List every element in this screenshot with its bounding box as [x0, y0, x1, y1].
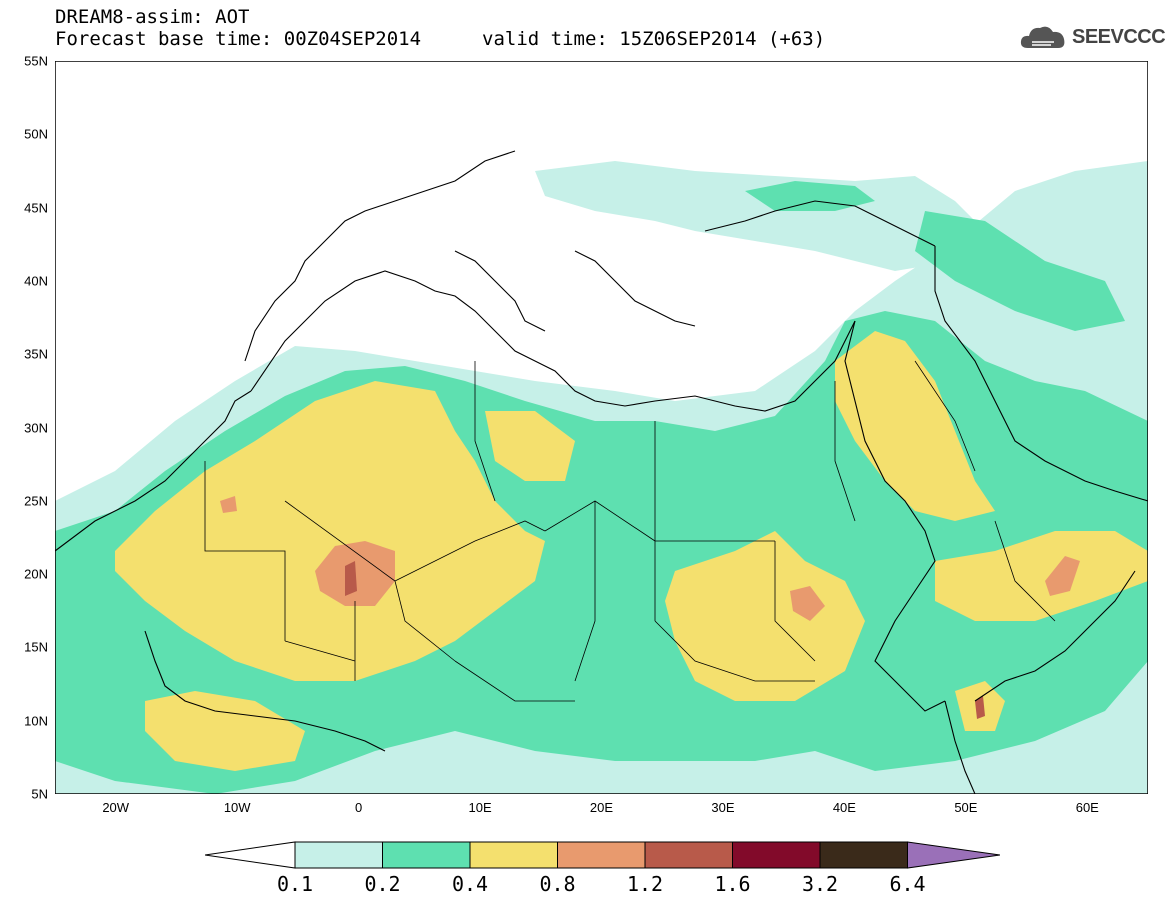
colorbar-label-2: 0.4	[451, 872, 489, 896]
map-title: DREAM8-assim: AOT	[55, 6, 250, 28]
colorbar-low-arrow	[205, 841, 296, 869]
aot-band-0.8-oman	[1045, 556, 1080, 596]
colorbar-swatch-6	[819, 841, 908, 869]
dust-field	[55, 161, 1148, 794]
aot-band-0.4-west	[115, 381, 545, 681]
lat-label-45n: 45N	[24, 200, 48, 216]
aot-band-0.4-south	[145, 691, 305, 771]
lon-label-20e: 20E	[589, 800, 614, 815]
aot-map	[55, 61, 1148, 794]
colorbar-label-5: 1.6	[714, 872, 751, 896]
lon-label-40e: 40E	[832, 800, 856, 815]
borders	[204, 360, 1056, 702]
lon-label-0: 0	[354, 800, 363, 815]
lat-label-40n: 40N	[24, 273, 48, 289]
colorbar-label-0: 0.1	[276, 872, 314, 896]
colorbar-label-3: 0.8	[539, 872, 576, 896]
aot-band-0.8-wsahara	[220, 496, 237, 513]
colorbar-swatch-1	[382, 841, 471, 869]
aot-band-0.2-north	[915, 211, 1125, 331]
aot-band-0.4-central	[485, 411, 575, 481]
aot-band-0.4-oman	[935, 531, 1148, 621]
colorbar-label-4: 1.2	[626, 872, 664, 896]
aot-band-1.2-somalia	[975, 696, 985, 719]
lon-label-20w: 20W	[102, 800, 130, 815]
colorbar-swatch-2	[469, 841, 558, 869]
aot-band-0.8-sudan	[790, 586, 825, 621]
lat-label-25n: 25N	[24, 493, 48, 509]
aot-band-1.2-mali	[345, 561, 357, 596]
lat-label-30n: 30N	[24, 420, 48, 435]
lat-label-35n: 35N	[24, 346, 48, 362]
seevccc-logo: SEEVCCC	[1018, 22, 1165, 52]
forecast-base-time: Forecast base time: 00Z04SEP2014	[55, 28, 422, 50]
coastlines	[55, 150, 1148, 794]
lat-label-15n: 15N	[24, 639, 48, 655]
colorbar-swatch-3	[557, 841, 646, 869]
colorbar-high-arrow	[907, 841, 1000, 869]
colorbar-label-7: 6.4	[889, 872, 926, 896]
colorbar-label-6: 3.2	[801, 872, 839, 896]
lat-label-10n: 10N	[24, 713, 48, 729]
aot-band-0.4-east	[665, 531, 865, 701]
cloud-icon	[1020, 26, 1065, 48]
logo-text: SEEVCCC	[1072, 25, 1165, 48]
lat-label-5n: 5N	[31, 786, 48, 802]
lon-label-50e: 50E	[954, 800, 978, 815]
colorbar-swatch-5	[732, 841, 821, 869]
colorbar-label-1: 0.2	[364, 872, 401, 896]
colorbar	[205, 841, 1000, 869]
lat-label-20n: 20N	[24, 566, 48, 582]
aot-band-0.2-black-sea	[745, 181, 875, 211]
lon-label-60e: 60E	[1075, 800, 1099, 815]
lon-label-10e: 10E	[468, 800, 492, 815]
colorbar-swatch-4	[644, 841, 733, 869]
lon-label-10w: 10W	[223, 800, 251, 815]
lat-label-55n: 55N	[24, 53, 48, 69]
lon-label-30e: 30E	[711, 800, 735, 815]
colorbar-swatch-0	[294, 841, 383, 869]
lat-label-50n: 50N	[24, 126, 48, 142]
aot-band-0.4-arabia	[835, 331, 995, 521]
valid-time: valid time: 15Z06SEP2014 (+63)	[482, 28, 826, 50]
